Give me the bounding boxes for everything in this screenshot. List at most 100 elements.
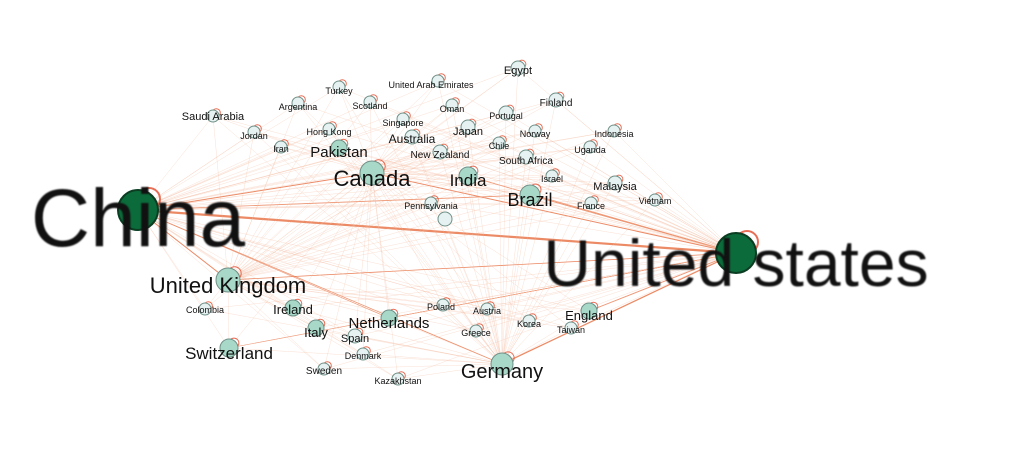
- node-indonesia[interactable]: [607, 124, 621, 138]
- node-poland[interactable]: [436, 298, 450, 312]
- edge-china-canada: [137, 172, 373, 211]
- edge-us-austria: [486, 252, 737, 310]
- edge-canada-spain: [354, 172, 373, 337]
- node-finland[interactable]: [548, 92, 564, 108]
- node-jordan[interactable]: [247, 125, 261, 139]
- node-australia[interactable]: [404, 129, 420, 145]
- edge-uk-pakistan: [227, 147, 340, 281]
- edge-us-uganda: [589, 146, 737, 254]
- edge-uk-india: [227, 175, 469, 281]
- node-argentina[interactable]: [291, 96, 305, 110]
- node-israel[interactable]: [545, 169, 559, 183]
- label-portugal: Portugal: [489, 111, 523, 121]
- node-china[interactable]: [117, 189, 159, 231]
- edge-us-israel: [551, 175, 737, 254]
- edge-china-pennsylvania: [137, 202, 432, 211]
- edge-china-iran: [137, 146, 282, 211]
- node-korea[interactable]: [522, 314, 536, 328]
- edge-canada-austria: [371, 172, 488, 310]
- node-uae[interactable]: [431, 74, 445, 88]
- node-taiwan[interactable]: [564, 321, 578, 335]
- edge-us-finland: [555, 99, 737, 254]
- node-singapore[interactable]: [396, 112, 410, 126]
- node-kazakhstan[interactable]: [391, 372, 405, 386]
- node-southafrica[interactable]: [518, 149, 534, 165]
- edge-china-singapore: [137, 118, 404, 211]
- node-us[interactable]: [715, 232, 757, 274]
- node-uganda[interactable]: [583, 140, 597, 154]
- node-france[interactable]: [584, 196, 598, 210]
- edge-us-australia: [411, 136, 737, 254]
- node-pennsylvania[interactable]: [424, 196, 438, 210]
- edge-canada-argentina: [297, 102, 373, 174]
- edge-china-us: [137, 208, 737, 255]
- node-india[interactable]: [458, 166, 478, 186]
- edge-canada-poland: [371, 172, 444, 306]
- edge-us-germany: [501, 252, 737, 365]
- node-colombia[interactable]: [198, 302, 212, 316]
- edge-canada-korea: [371, 172, 530, 322]
- edge-canada-iran: [280, 146, 373, 174]
- edge-us-uae: [437, 80, 737, 254]
- edge-germany-india: [467, 175, 503, 365]
- edge-uk-japan: [227, 126, 469, 281]
- label-germany: Germany: [461, 361, 543, 383]
- node-england[interactable]: [580, 302, 598, 320]
- edge-us-taiwan: [570, 252, 737, 329]
- node-chile[interactable]: [492, 136, 506, 150]
- node-ireland[interactable]: [284, 299, 302, 317]
- edge-germany-france: [501, 202, 592, 365]
- node-unlabeled-0[interactable]: [437, 211, 453, 227]
- edge-china-hongkong: [137, 128, 330, 211]
- node-saudiarabia[interactable]: [206, 109, 220, 123]
- node-switzerland[interactable]: [219, 338, 239, 358]
- edge-us-greece: [475, 252, 737, 332]
- node-italy[interactable]: [307, 319, 325, 337]
- edge-china-portugal: [137, 112, 507, 211]
- edge-china-netherlands: [137, 209, 390, 319]
- label-newzealand: New Zealand: [411, 150, 470, 161]
- node-spain[interactable]: [347, 328, 363, 344]
- node-egypt[interactable]: [510, 60, 526, 76]
- node-germany[interactable]: [490, 352, 514, 376]
- node-canada[interactable]: [359, 160, 385, 186]
- edge-us-korea: [528, 252, 737, 322]
- label-taiwan: Taiwan: [557, 325, 585, 335]
- node-sweden[interactable]: [317, 362, 331, 376]
- label-poland: Poland: [427, 302, 455, 312]
- edge-germany-sweden: [323, 363, 503, 370]
- node-denmark[interactable]: [356, 347, 370, 361]
- edge-canada-netherlands: [371, 172, 390, 319]
- edge-us-norway: [534, 130, 737, 254]
- node-austria[interactable]: [480, 302, 494, 316]
- node-portugal[interactable]: [498, 105, 514, 121]
- edge-china-england: [137, 209, 590, 312]
- edge-china-turkey: [137, 86, 340, 211]
- node-norway[interactable]: [528, 124, 542, 138]
- node-greece[interactable]: [469, 324, 483, 338]
- edge-china-switzerland: [137, 209, 230, 349]
- edge-china-poland: [137, 209, 444, 306]
- node-vietnam[interactable]: [648, 193, 662, 207]
- node-malaysia[interactable]: [607, 175, 623, 191]
- label-israel: Israel: [541, 174, 563, 184]
- node-iran[interactable]: [274, 140, 288, 154]
- node-turkey[interactable]: [332, 80, 346, 94]
- node-uk[interactable]: [215, 267, 241, 293]
- node-netherlands[interactable]: [380, 309, 398, 327]
- edge-germany-norway: [501, 130, 536, 365]
- node-oman[interactable]: [445, 98, 459, 112]
- edge-china-norway: [137, 130, 536, 211]
- edge-china-germany: [137, 209, 503, 365]
- edge-china-greece: [137, 209, 477, 332]
- node-japan[interactable]: [460, 119, 476, 135]
- node-brazil[interactable]: [519, 184, 541, 206]
- node-newzealand[interactable]: [432, 144, 448, 160]
- label-turkey: Turkey: [325, 86, 353, 96]
- edge-germany-saudiarabia: [212, 115, 503, 365]
- edge-germany-kazakhstan: [397, 363, 503, 380]
- node-hongkong[interactable]: [322, 122, 336, 136]
- node-pakistan[interactable]: [330, 139, 348, 157]
- node-scotland[interactable]: [363, 95, 377, 109]
- edge-china-pakistan: [137, 147, 340, 211]
